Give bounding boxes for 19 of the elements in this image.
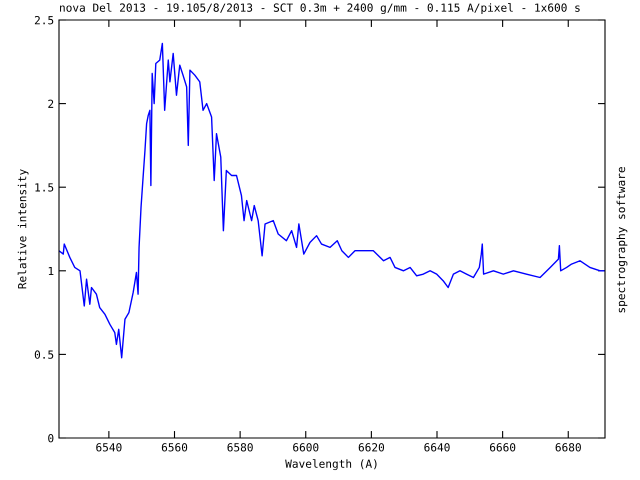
x-tick-label: 6680 <box>556 443 581 452</box>
y-tick-label: 2.5 <box>34 16 54 24</box>
y-tick-label: 0 <box>48 434 54 442</box>
y-tick-label: 1.5 <box>35 183 54 192</box>
x-tick-label: 6580 <box>227 443 253 452</box>
x-tick-label: 6540 <box>96 443 122 452</box>
chart-title: nova Del 2013 - 19.105/8/2013 - SCT 0.3m + 2400 g/mm - 0.115 A/pixel - 1x600 s <box>60 3 580 14</box>
line-series <box>59 42 605 358</box>
x-tick-label: 6640 <box>424 443 450 452</box>
y-axis-title: Relative intensity <box>18 169 29 288</box>
x-tick-label: 6560 <box>162 443 188 452</box>
text: spectrography software <box>616 167 628 312</box>
x-tick-label: 6620 <box>358 443 384 452</box>
y-tick-label: 0.5 <box>34 350 54 359</box>
x-tick-label: 6660 <box>490 443 516 452</box>
y-tick-label: 1 <box>48 266 54 276</box>
x-tick-label: 6600 <box>293 443 318 452</box>
x-axis-title: Wavelength (A) <box>285 459 377 470</box>
y-tick-label: 2 <box>48 100 54 108</box>
